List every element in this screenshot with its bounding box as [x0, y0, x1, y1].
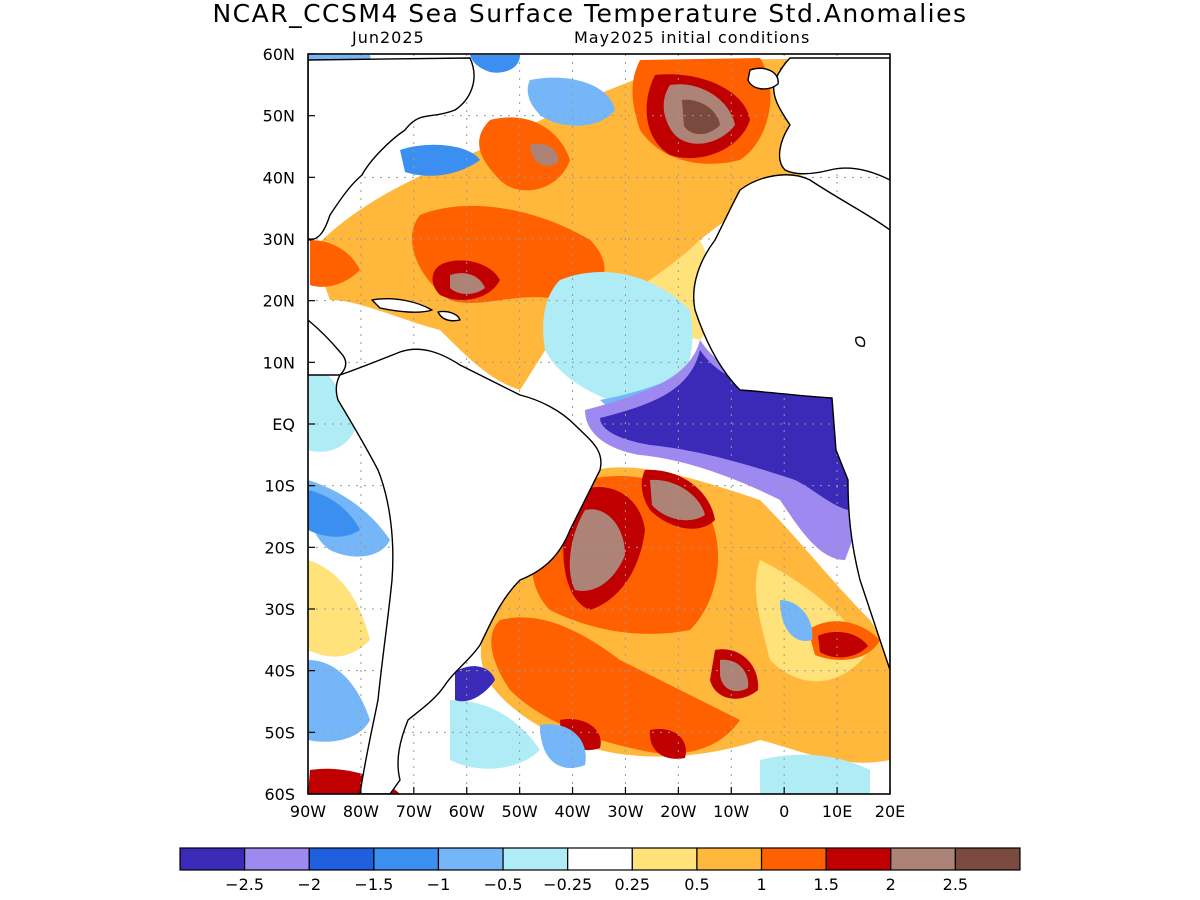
colorbar-swatch — [567, 847, 633, 871]
land-south-america — [335, 348, 602, 794]
anomaly-cold-light — [540, 724, 586, 769]
latitude-tick-label: 20N — [263, 292, 295, 311]
colorbar-swatch — [696, 847, 763, 871]
anomaly-red — [818, 631, 868, 658]
colorbar-label: −2 — [297, 875, 321, 894]
anomaly-orange — [491, 617, 740, 754]
forecast-month: Jun2025 — [352, 28, 425, 47]
colorbar-label: 0.5 — [684, 875, 709, 894]
anomaly-brown — [720, 659, 749, 692]
anomaly-cold-pale — [450, 700, 540, 769]
colorbar-swatch — [308, 847, 375, 871]
colorbar-label: 1.5 — [813, 875, 838, 894]
longitude-tick-label: 40W — [554, 802, 590, 821]
anomaly-orange — [479, 117, 570, 191]
colorbar-swatch — [437, 847, 504, 871]
colorbar-label: −0.25 — [543, 875, 592, 894]
land-central-america — [308, 319, 347, 376]
anomaly-cold-core-south — [455, 666, 495, 702]
land-caribbean-hispaniola — [437, 310, 461, 322]
latitude-tick-label: 20S — [264, 538, 295, 557]
longitude-axis: 90W 80W 70W 60W 50W 40W 30W 20W 10W 0 10E 20E — [290, 787, 905, 821]
colorbar-label: 2.5 — [943, 875, 968, 894]
latitude-axis: 60N 50N 40N 30N 20N 10N EQ 10S 20S 30S 40S 50S 60S — [263, 45, 315, 804]
longitude-tick-label: 20E — [875, 802, 905, 821]
anomaly-cold-light — [308, 660, 370, 742]
anomaly-red — [649, 729, 686, 759]
longitude-tick-label: 20W — [660, 802, 696, 821]
colorbar-swatch — [825, 847, 892, 871]
colorbar-label: −2.5 — [225, 875, 264, 894]
colorbar-swatch — [373, 847, 440, 871]
latitude-tick-label: 50S — [264, 723, 295, 742]
colorbar-label: 0.25 — [614, 875, 650, 894]
colorbar: −2.5 −2 −1.5 −1 −0.5 −0.25 0.25 0.5 1 1.5 2 2.5 — [179, 847, 1021, 894]
anomaly-cold-pale — [760, 754, 870, 794]
land-masses — [308, 57, 890, 794]
anomaly-light-yellow — [308, 560, 370, 657]
anomaly-cold-tongue-core — [600, 350, 848, 510]
colorbar-swatch — [502, 847, 569, 871]
colorbar-swatch — [244, 847, 310, 871]
land-madagascar-edge — [855, 336, 866, 347]
anomaly-cold-blue — [470, 55, 520, 73]
map-title: NCAR_CCSM4 Sea Surface Temperature Std.A… — [212, 0, 968, 28]
latitude-tick-label: 60N — [263, 45, 295, 64]
latitude-tick-label: 60S — [264, 785, 295, 804]
anomaly-brown — [569, 509, 625, 591]
land-north-america — [308, 57, 475, 241]
colorbar-swatch — [760, 847, 827, 871]
land-europe — [773, 57, 890, 181]
anomaly-brown — [530, 143, 559, 166]
longitude-tick-label: 30W — [607, 802, 643, 821]
anomaly-brown — [450, 273, 485, 294]
colorbar-label: 2 — [886, 875, 896, 894]
latitude-tick-label: 50N — [263, 107, 295, 126]
anomaly-cold-pale — [543, 271, 693, 410]
colorbar-label: 1 — [756, 875, 766, 894]
colorbar-label: −0.5 — [484, 875, 523, 894]
latitude-tick-label: 10S — [264, 477, 295, 496]
longitude-tick-label: 90W — [290, 802, 326, 821]
anomaly-cold-light — [527, 77, 615, 126]
anomaly-orange — [310, 240, 360, 287]
land-caribbean-cuba — [371, 298, 433, 313]
colorbar-label: −1.5 — [354, 875, 393, 894]
latitude-tick-label: 10N — [263, 353, 295, 372]
colorbar-swatch — [179, 847, 246, 871]
longitude-tick-label: 10E — [822, 802, 852, 821]
anomaly-cold-light — [780, 600, 813, 641]
anomaly-cold-pale — [308, 360, 355, 452]
longitude-tick-label: 50W — [502, 802, 538, 821]
latitude-tick-label: 30N — [263, 230, 295, 249]
colorbar-swatch — [890, 847, 956, 871]
initial-conditions-label: May2025 initial conditions — [574, 28, 811, 47]
anomaly-brown — [650, 479, 705, 521]
colorbar-swatch — [631, 847, 698, 871]
latitude-tick-label: 40S — [264, 662, 295, 681]
longitude-tick-label: 60W — [449, 802, 485, 821]
anomaly-brown — [682, 99, 720, 135]
longitude-tick-label: 80W — [343, 802, 379, 821]
longitude-tick-label: 70W — [396, 802, 432, 821]
longitude-tick-label: 10W — [713, 802, 749, 821]
colorbar-label: −1 — [427, 875, 451, 894]
latitude-tick-label: 40N — [263, 168, 295, 187]
longitude-tick-label: 0 — [779, 802, 789, 821]
anomaly-cold-blue — [400, 144, 480, 176]
latitude-tick-label: EQ — [272, 415, 295, 434]
anomaly-cold-blue — [308, 490, 360, 537]
colorbar-swatch — [954, 847, 1021, 871]
latitude-tick-label: 30S — [264, 600, 295, 619]
land-greenland-iceland — [747, 67, 779, 90]
land-africa — [693, 174, 890, 671]
